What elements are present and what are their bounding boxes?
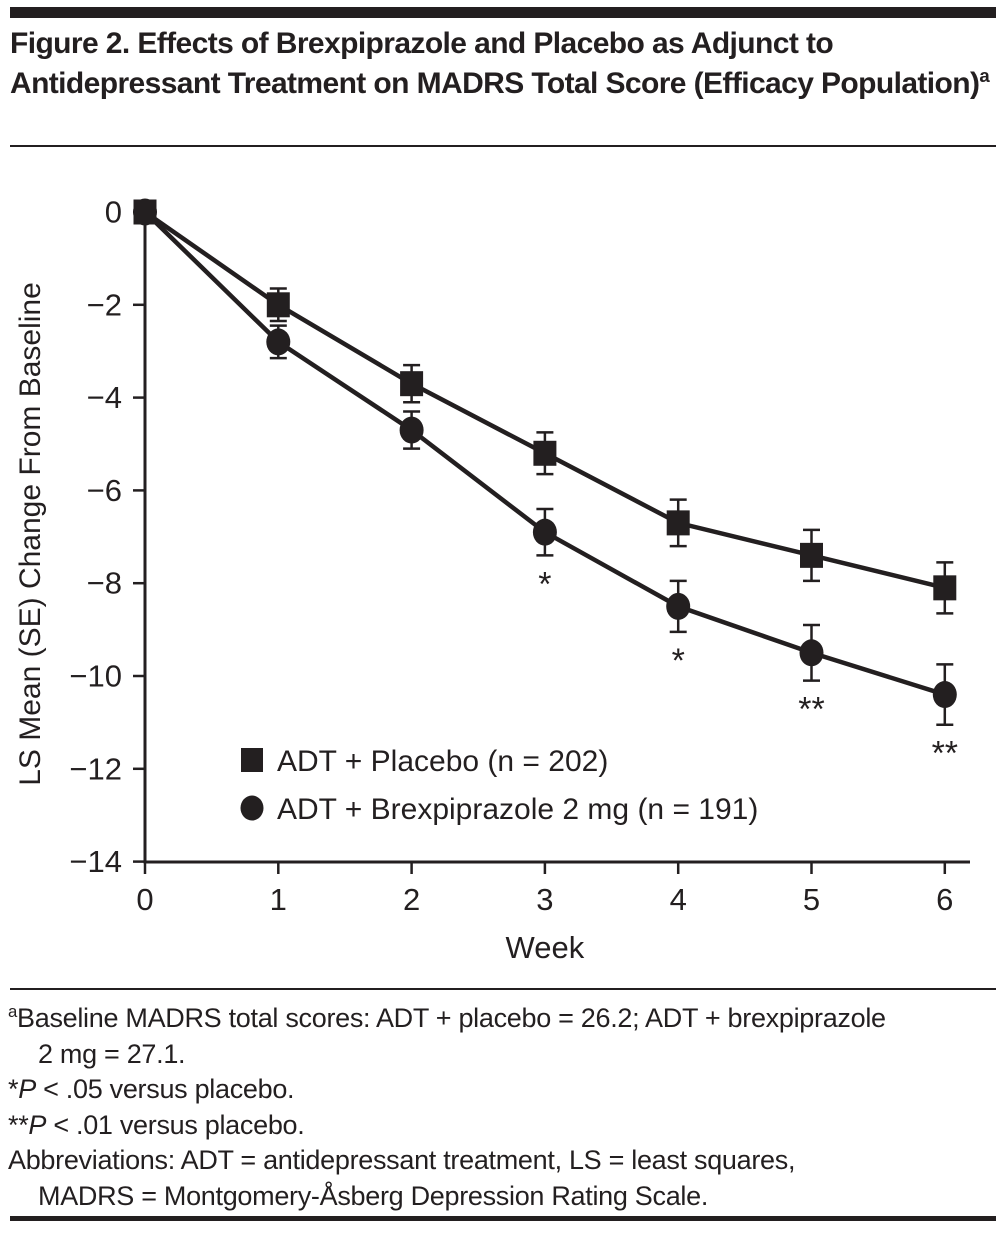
footnote-abbreviations: Abbreviations: ADT = antidepressant trea… <box>8 1143 998 1214</box>
footnote-abbreviations-line1: Abbreviations: ADT = antidepressant trea… <box>8 1145 796 1175</box>
series-1-marker-week-1 <box>266 328 291 356</box>
series-0-marker-week-4 <box>666 510 690 536</box>
footnote-baseline: aBaseline MADRS total scores: ADT + plac… <box>8 1001 998 1072</box>
y-tick-label: −2 <box>87 287 122 322</box>
x-axis-title: Week <box>506 930 585 965</box>
y-tick-label: −14 <box>69 844 122 879</box>
madrs-line-chart: 0 −2 −4 −6 −8 −10 −12 −14 0 1 2 3 4 5 6 Week LS Mean (SE… <box>14 195 970 965</box>
series-0-marker-week-2 <box>400 371 424 397</box>
y-tick-label: −4 <box>87 380 122 415</box>
x-tick-label: 6 <box>936 882 953 917</box>
x-tick-label: 3 <box>536 882 553 917</box>
footnote-baseline-superscript: a <box>8 1002 18 1021</box>
significance-label: ** <box>798 691 824 729</box>
series-0-marker-week-6 <box>933 575 957 601</box>
series-1-marker-week-5 <box>799 639 824 667</box>
legend-marker-0 <box>241 748 263 772</box>
footnote-p05-text: < .05 versus placebo. <box>35 1074 295 1104</box>
top-rule <box>10 7 996 18</box>
footnote-p01-text: < .01 versus placebo. <box>46 1109 305 1140</box>
x-tick-label: 4 <box>670 882 687 917</box>
title-divider <box>10 145 996 147</box>
footnotes: aBaseline MADRS total scores: ADT + plac… <box>8 1001 998 1214</box>
footnote-p05-p: P <box>18 1074 36 1104</box>
footnote-p05-stars: * <box>8 1074 19 1104</box>
y-axis-title: LS Mean (SE) Change From Baseline <box>14 282 47 786</box>
footnote-p01: **P < .01 versus placebo. <box>8 1108 998 1144</box>
footnote-divider <box>10 988 996 990</box>
x-tick-label: 1 <box>270 882 287 917</box>
series-1-marker-week-2 <box>399 416 424 444</box>
series-0-marker-week-3 <box>533 440 557 466</box>
figure-title: Figure 2. Effects of Brexpiprazole and P… <box>10 24 990 104</box>
legend-marker-1 <box>240 795 264 821</box>
y-tick-label: 0 <box>105 195 122 230</box>
footnote-p01-p: P <box>28 1109 47 1140</box>
x-tick-label: 5 <box>803 882 820 917</box>
x-tick-label: 0 <box>136 882 153 917</box>
series-1-marker-week-4 <box>666 592 691 620</box>
bottom-rule <box>10 1216 996 1221</box>
legend-label-1: ADT + Brexpiprazole 2 mg (n = 191) <box>277 793 758 826</box>
footnote-p01-stars: ** <box>8 1109 29 1140</box>
figure-title-text: Figure 2. Effects of Brexpiprazole and P… <box>10 27 980 100</box>
footnote-abbreviations-line2: MADRS = Montgomery-Åsberg Depression Rat… <box>38 1180 709 1211</box>
footnote-baseline-line1: Baseline MADRS total scores: ADT + place… <box>17 1003 886 1033</box>
series-1-marker-week-6 <box>932 681 957 709</box>
y-tick-label: −12 <box>69 751 122 786</box>
y-tick-label: −10 <box>69 659 122 694</box>
x-tick-label: 2 <box>403 882 420 917</box>
series-0-marker-week-1 <box>266 292 290 318</box>
footnote-baseline-line2: 2 mg = 27.1. <box>38 1038 186 1069</box>
series-0-marker-week-5 <box>800 542 823 568</box>
series-0-marker-week-0 <box>133 199 157 225</box>
footnote-p05: *P < .05 versus placebo. <box>8 1072 998 1108</box>
significance-label: ** <box>932 735 958 773</box>
series-1-marker-week-3 <box>532 518 557 546</box>
significance-label: * <box>672 642 685 680</box>
y-tick-label: −8 <box>87 566 122 601</box>
legend-label-0: ADT + Placebo (n = 202) <box>277 745 608 778</box>
figure-title-superscript: a <box>979 65 990 86</box>
y-tick-label: −6 <box>87 473 122 508</box>
significance-label: * <box>538 565 551 603</box>
